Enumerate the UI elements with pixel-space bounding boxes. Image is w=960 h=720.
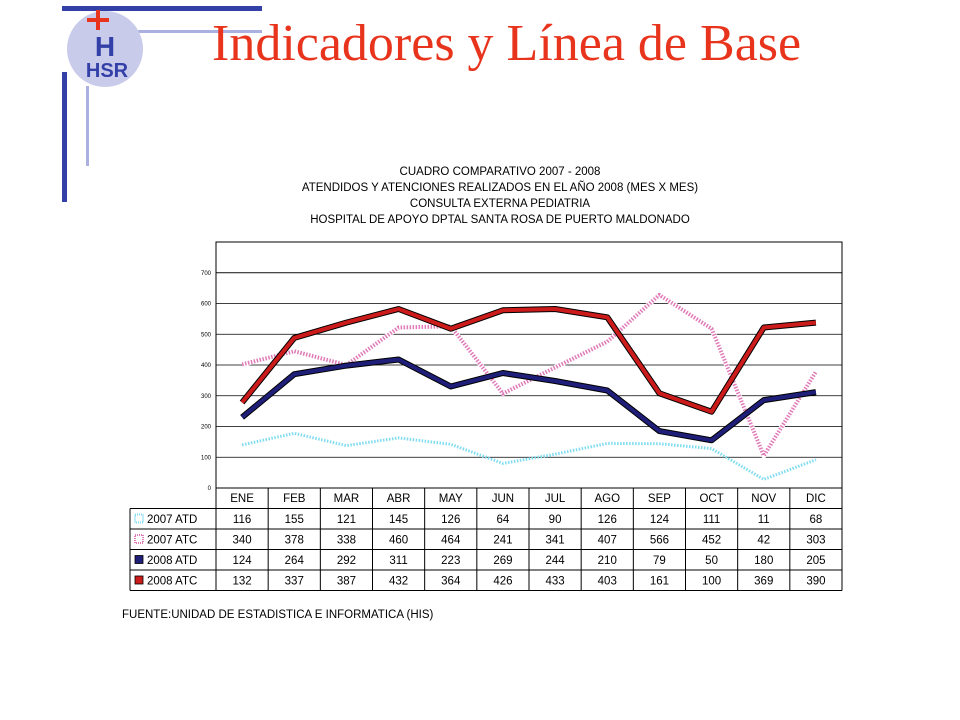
data-table-cell: 369: [754, 576, 773, 588]
data-table-cell: 100: [702, 576, 721, 588]
x-tick-label: NOV: [751, 493, 776, 505]
y-tick-label: 0: [208, 486, 212, 492]
x-tick-label: AGO: [594, 493, 620, 505]
chart-title-line-3: CONSULTA EXTERNA PEDIATRIA: [409, 198, 591, 210]
data-table-cell: 303: [806, 535, 825, 547]
data-table-cell: 124: [650, 514, 670, 526]
y-tick-label: 700: [201, 271, 212, 277]
legend-label: 2007 ATD: [147, 514, 197, 526]
data-table-cell: 432: [389, 576, 408, 588]
legend-key: [134, 575, 144, 585]
series-line: [240, 357, 817, 443]
data-table-cell: 68: [810, 514, 823, 526]
slide-title: Indicadores y Línea de Base: [212, 15, 802, 72]
x-tick-label: DIC: [806, 493, 826, 505]
x-tick-label: OCT: [699, 493, 723, 505]
x-tick-label: SEP: [648, 493, 671, 505]
data-table-cell: 11: [758, 514, 770, 526]
data-table-cell: 340: [232, 535, 251, 547]
data-table-cell: 452: [702, 535, 721, 547]
data-table-cell: 79: [653, 555, 666, 567]
left-accent-bar-light: [86, 86, 89, 166]
data-table-cell: 337: [285, 576, 304, 588]
data-table-cell: 50: [705, 555, 718, 567]
data-table-cell: 90: [549, 514, 562, 526]
x-tick-label: ENE: [230, 493, 254, 505]
legend-key: [134, 534, 144, 544]
series-line-halo: [241, 292, 819, 459]
y-tick-label: 400: [201, 363, 212, 369]
data-table-cell: 155: [285, 514, 304, 526]
legend-key: [134, 513, 144, 524]
data-table-cell: 180: [754, 555, 773, 567]
data-table-cell: 264: [285, 555, 305, 567]
x-tick-label: JUL: [545, 493, 566, 505]
chart-title-line-1: CUADRO COMPARATIVO 2007 - 2008: [399, 166, 601, 178]
data-table-cell: 132: [232, 576, 251, 588]
y-tick-label: 200: [201, 425, 212, 431]
series-line: [240, 307, 817, 414]
legend-key: [134, 555, 144, 564]
left-accent-bar: [62, 72, 67, 202]
top-accent-bar-light: [86, 30, 262, 33]
x-tick-label: JUN: [492, 493, 514, 505]
data-table-cell: 566: [650, 535, 669, 547]
legend-label: 2007 ATC: [147, 535, 197, 547]
data-table-cell: 433: [545, 576, 564, 588]
hospital-logo: H HSR: [67, 10, 143, 87]
x-tick-label: FEB: [283, 493, 306, 505]
data-table-cell: 121: [337, 514, 356, 526]
y-tick-label: 100: [201, 455, 212, 461]
data-table-cell: 364: [441, 576, 461, 588]
data-table-cell: 338: [337, 535, 356, 547]
svg-text:H: H: [95, 31, 115, 62]
top-accent-bar: [62, 6, 262, 11]
data-table-cell: 378: [285, 535, 304, 547]
chart-title-line-2: ATENDIDOS Y ATENCIONES REALIZADOS EN EL …: [301, 182, 699, 194]
legend-label: 2008 ATD: [147, 555, 197, 567]
data-table-cell: 407: [598, 535, 617, 547]
data-table-cell: 210: [598, 555, 617, 567]
data-table-cell: 244: [545, 555, 565, 567]
data-table-cell: 116: [233, 514, 251, 526]
data-table-cell: 311: [389, 555, 407, 567]
y-tick-label: 500: [201, 332, 212, 338]
data-table-cell: 341: [545, 535, 564, 547]
data-table-cell: 124: [232, 555, 252, 567]
data-table-cell: 145: [389, 514, 408, 526]
data-table-cell: 64: [497, 514, 510, 526]
chart-source: FUENTE:UNIDAD DE ESTADISTICA E INFORMATI…: [122, 609, 434, 621]
data-table-cell: 390: [806, 576, 825, 588]
data-table-cell: 387: [337, 576, 356, 588]
data-table-cell: 126: [598, 514, 617, 526]
chart-title-line-4: HOSPITAL DE APOYO DPTAL SANTA ROSA DE PU…: [310, 214, 690, 226]
data-table-cell: 460: [389, 535, 408, 547]
data-table-cell: 403: [598, 576, 617, 588]
data-table-cell: 205: [806, 555, 825, 567]
data-table-cell: 464: [441, 535, 461, 547]
x-tick-label: MAR: [334, 493, 360, 505]
data-table-cell: 269: [493, 555, 512, 567]
y-tick-label: 300: [201, 394, 212, 400]
x-tick-label: ABR: [387, 493, 411, 505]
data-table-cell: 426: [493, 576, 512, 588]
data-table-cell: 292: [337, 555, 356, 567]
data-table-cell: 161: [650, 576, 669, 588]
data-table-cell: 111: [703, 514, 720, 526]
series-line: [241, 431, 817, 481]
data-table-cell: 126: [441, 514, 460, 526]
y-tick-label: 600: [201, 302, 212, 308]
data-table-cell: 241: [493, 535, 512, 547]
data-table-cell: 223: [441, 555, 460, 567]
data-table-cell: 42: [757, 535, 770, 547]
x-tick-label: MAY: [439, 493, 463, 505]
legend-label: 2008 ATC: [147, 576, 197, 588]
logo-lettering: HSR: [86, 60, 129, 82]
